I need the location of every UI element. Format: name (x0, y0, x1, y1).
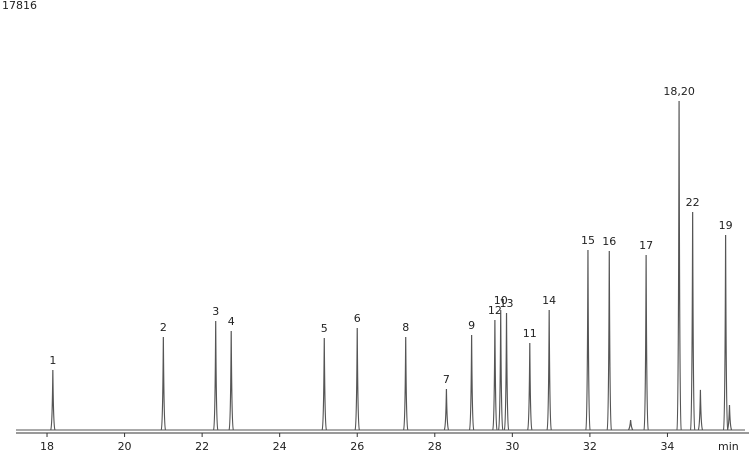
peak-label: 22 (686, 196, 700, 209)
x-axis-label: min (718, 440, 739, 452)
peak (627, 420, 634, 431)
x-tick-label: 30 (505, 440, 519, 452)
peak (468, 334, 475, 431)
peak-label: 7 (443, 373, 450, 386)
peak (503, 312, 510, 431)
peak-label: 16 (602, 235, 616, 248)
x-tick-label: 18 (40, 440, 54, 452)
peak-label: 11 (523, 327, 537, 340)
peak-label: 9 (468, 319, 475, 332)
peak-label: 6 (354, 312, 361, 325)
peak-label: 2 (160, 321, 167, 334)
peak (697, 389, 704, 431)
peak (585, 250, 591, 431)
peak (402, 336, 409, 431)
x-tick-label: 28 (428, 440, 442, 452)
peak (212, 320, 219, 431)
peak (497, 310, 504, 431)
peak-label: 12 (488, 304, 502, 317)
peak-label: 10 (494, 294, 508, 307)
peak-label: 17 (639, 239, 653, 252)
peak-label: 15 (581, 234, 595, 247)
peak-label: 3 (212, 305, 219, 318)
peak-label: 4 (228, 315, 235, 328)
peak (527, 343, 533, 431)
peak-label: 13 (500, 297, 514, 310)
peak (546, 310, 552, 431)
peak (50, 369, 56, 431)
peak (321, 337, 328, 431)
peak (643, 255, 649, 431)
peak (160, 336, 167, 431)
peak-label: 18,20 (663, 85, 695, 98)
peak-label: 5 (321, 322, 328, 335)
y-tick-label: 17816 (2, 0, 37, 12)
peak (606, 250, 613, 431)
peak (443, 388, 450, 431)
x-tick-label: 24 (273, 440, 287, 452)
x-tick-label: 20 (118, 440, 132, 452)
peak (228, 330, 234, 431)
peak (354, 327, 361, 431)
x-tick-label: 34 (660, 440, 674, 452)
x-tick-label: 22 (195, 440, 209, 452)
peak-label: 14 (542, 294, 556, 307)
x-tick-label: 26 (350, 440, 364, 452)
peak (722, 234, 729, 431)
peak-label: 1 (49, 354, 56, 367)
peak-label: 19 (719, 219, 733, 232)
x-tick-label: 32 (583, 440, 597, 452)
peak (689, 211, 696, 431)
peak-label: 8 (402, 321, 409, 334)
peak (492, 319, 498, 431)
peak (676, 100, 682, 431)
peak (726, 404, 733, 431)
